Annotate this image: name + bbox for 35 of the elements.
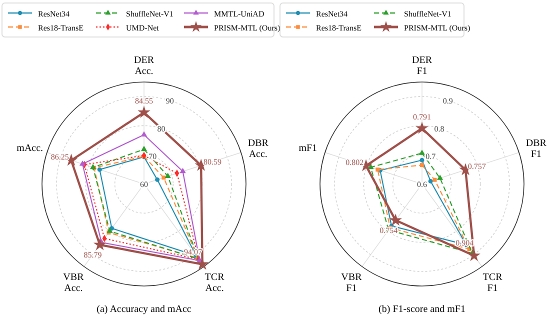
spoke-label: mF1 xyxy=(298,142,318,154)
spoke-label: DER Acc. xyxy=(134,55,154,77)
legend-label: Res18-TransE xyxy=(316,24,362,32)
data-label: 0.791 xyxy=(413,112,431,122)
legend-label: Res18-TransE xyxy=(38,24,84,32)
y-tick-label: 0.7 xyxy=(426,152,436,162)
y-tick-label: 0.6 xyxy=(417,180,427,189)
spoke-label: DBR F1 xyxy=(526,138,547,160)
data-label: 80.59 xyxy=(203,158,222,167)
spoke-label: TCR Acc. xyxy=(204,272,225,294)
spoke-label: TCR F1 xyxy=(482,272,503,294)
legend-label: UMD-Net xyxy=(126,24,160,32)
text: (b) F1-score and mF1 xyxy=(378,304,466,315)
legend-label: PRISM-MTL (Ours) xyxy=(404,24,470,32)
spoke-label: DER F1 xyxy=(412,55,432,77)
text: (a) Accuracy and mAcc xyxy=(96,304,192,315)
spoke-label: VBR F1 xyxy=(341,272,362,294)
y-tick-label: 60 xyxy=(140,180,148,189)
legend-label: PRISM-MTL (Ours) xyxy=(214,24,280,32)
y-tick-label: 0.8 xyxy=(434,124,444,134)
data-label: 0.802 xyxy=(346,158,364,168)
data-label: 86.25 xyxy=(50,152,69,162)
data-label: 85.79 xyxy=(84,250,102,260)
spoke-label: DBR Acc. xyxy=(248,138,269,160)
legend-label: ResNet34 xyxy=(38,10,70,18)
y-tick-label: 90 xyxy=(166,96,174,106)
spoke-label: VBR Acc. xyxy=(63,272,84,294)
legend-label: ShuffleNet-V1 xyxy=(126,10,174,18)
legend-label: ShuffleNet-V1 xyxy=(404,10,452,18)
data-label: 84.55 xyxy=(135,96,153,106)
data-label: 0.757 xyxy=(468,162,486,172)
legend-label: MMTL-UniAD xyxy=(214,10,264,18)
y-tick-label: 0.9 xyxy=(442,96,453,106)
legend-label: ResNet34 xyxy=(316,10,348,18)
spoke-label: mAcc. xyxy=(16,142,44,154)
